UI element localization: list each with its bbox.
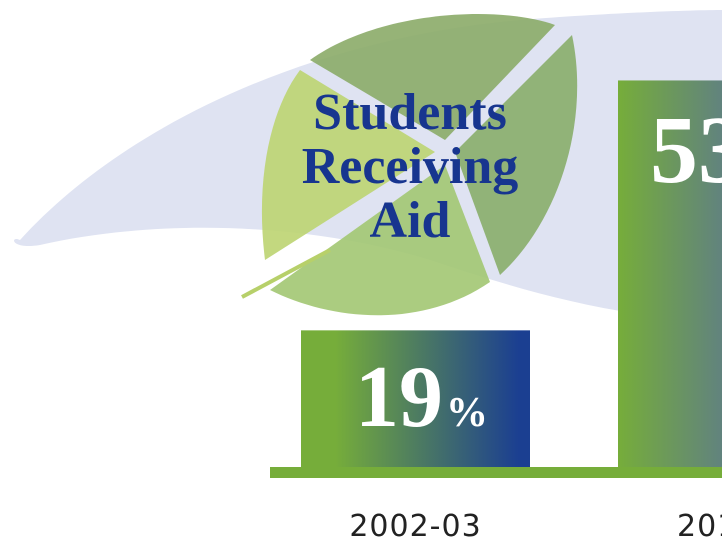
chart-title: Students Receiving Aid (301, 84, 519, 249)
bar (618, 80, 722, 470)
value-label: 19 (355, 349, 443, 446)
x-tick-label: 201 (677, 509, 722, 539)
value-label: 53 (650, 96, 722, 203)
x-tick-label: 2002-03 (349, 509, 481, 539)
baseline (270, 467, 722, 478)
bar (301, 330, 530, 470)
leaf (241, 14, 578, 316)
value-unit: % (446, 390, 488, 436)
